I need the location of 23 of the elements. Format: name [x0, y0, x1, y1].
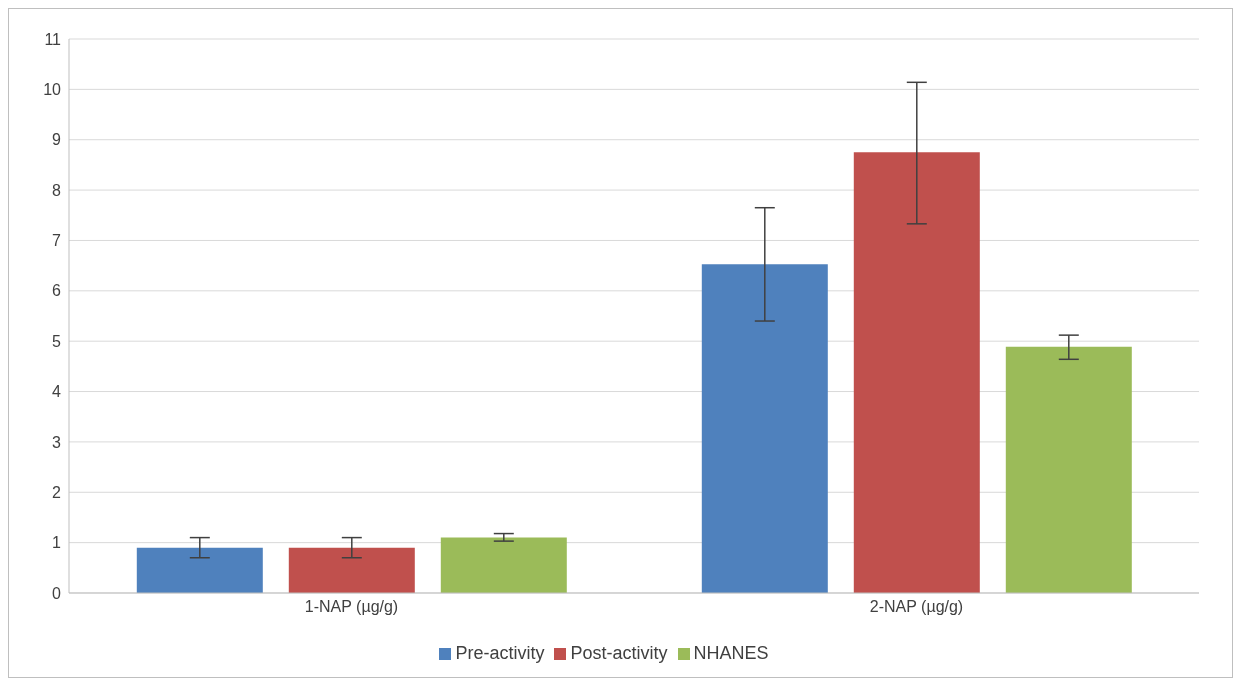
legend-label: Pre-activity — [455, 643, 545, 663]
x-tick-label: 1-NAP (µg/g) — [304, 598, 399, 616]
y-tick-label: 8 — [52, 181, 62, 199]
y-tick-label: 2 — [52, 483, 62, 501]
legend-label: NHANES — [693, 643, 769, 663]
bar — [136, 547, 263, 593]
y-tick-label: 9 — [52, 131, 62, 149]
bar — [440, 537, 567, 593]
y-tick-label: 3 — [52, 433, 62, 451]
y-tick-label: 0 — [52, 584, 62, 602]
y-tick-label: 7 — [52, 232, 62, 250]
bar — [1005, 346, 1132, 593]
y-tick-label: 4 — [52, 383, 62, 401]
bar — [853, 152, 980, 593]
bar — [288, 547, 415, 593]
y-tick-label: 10 — [43, 81, 62, 99]
bar — [701, 264, 828, 593]
legend-label: Post-activity — [570, 643, 668, 663]
y-tick-label: 6 — [52, 282, 62, 300]
x-tick-label: 2-NAP (µg/g) — [869, 598, 964, 616]
y-tick-label: 1 — [52, 534, 62, 552]
y-tick-label: 11 — [44, 30, 62, 48]
y-tick-label: 5 — [52, 332, 62, 350]
